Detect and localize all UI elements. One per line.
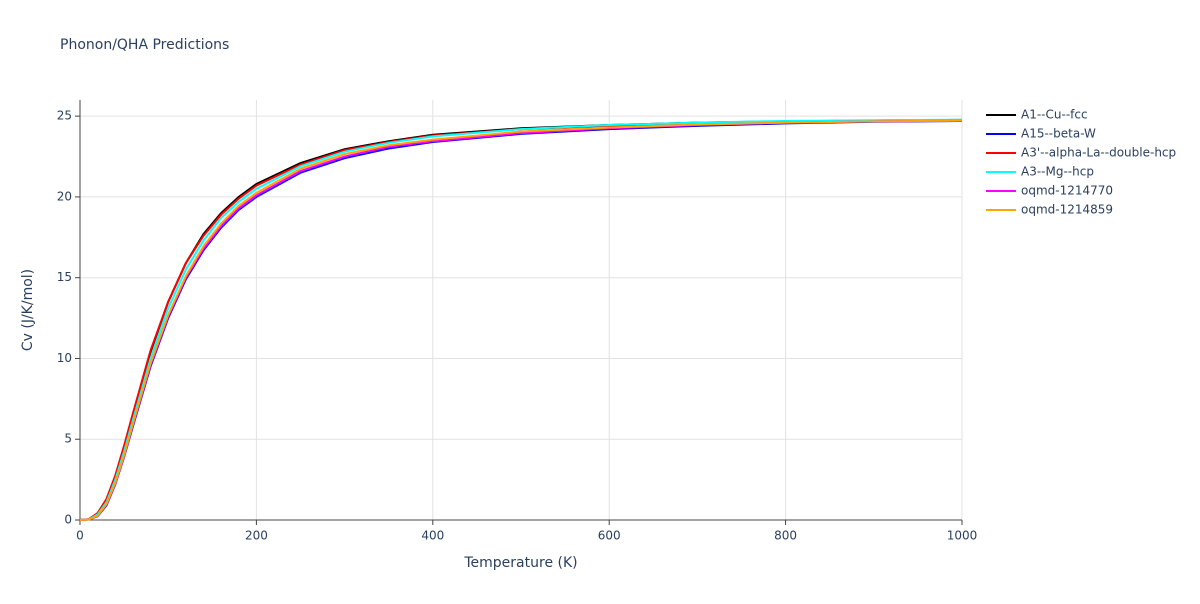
y-tick-label: 10 xyxy=(57,351,72,365)
legend-label: A3--Mg--hcp xyxy=(1021,165,1094,179)
series-line xyxy=(79,119,963,521)
y-tick-label: 25 xyxy=(57,109,72,123)
series-line xyxy=(79,118,963,521)
legend-label: A1--Cu--fcc xyxy=(1021,108,1088,122)
y-tick-label: 0 xyxy=(64,513,72,527)
x-tick-label: 1000 xyxy=(947,529,978,543)
y-tick-label: 5 xyxy=(64,432,72,446)
x-tick-label: 800 xyxy=(774,529,797,543)
x-tick-label: 200 xyxy=(245,529,268,543)
x-tick-label: 600 xyxy=(598,529,621,543)
legend-label: oqmd-1214859 xyxy=(1021,203,1113,217)
legend-label: A3'--alpha-La--double-hcp xyxy=(1021,146,1176,160)
legend-label: oqmd-1214770 xyxy=(1021,184,1113,198)
y-tick-label: 15 xyxy=(57,270,72,284)
series-line xyxy=(79,119,963,521)
series-line xyxy=(79,119,963,521)
y-tick-label: 20 xyxy=(57,189,72,203)
series-line xyxy=(79,118,963,521)
legend-label: A15--beta-W xyxy=(1021,127,1096,141)
x-tick-label: 0 xyxy=(76,529,84,543)
y-axis-label: Cv (J/K/mol) xyxy=(20,269,36,351)
chart-title: Phonon/QHA Predictions xyxy=(60,37,229,53)
x-tick-label: 400 xyxy=(421,529,444,543)
series-line xyxy=(79,120,963,521)
x-axis-label: Temperature (K) xyxy=(463,555,577,571)
